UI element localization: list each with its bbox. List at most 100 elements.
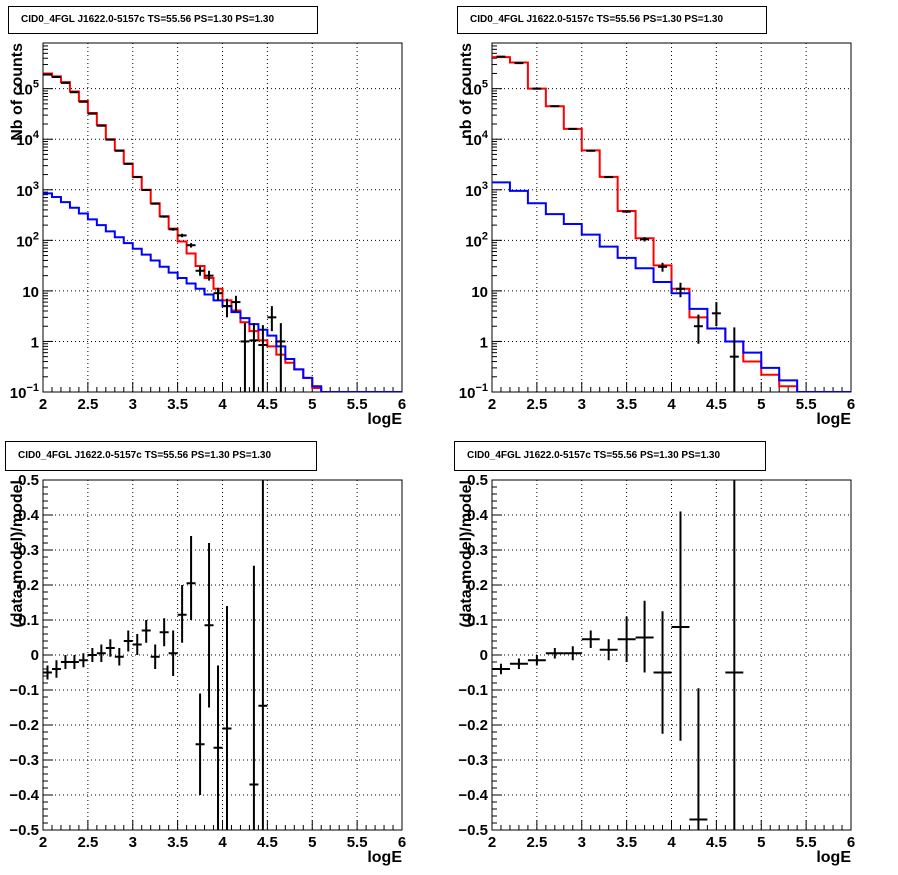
y-tick-label: 1 <box>480 334 488 351</box>
x-tick-label: 4 <box>667 396 676 413</box>
x-tick-label: 3.5 <box>616 834 637 851</box>
data-point <box>222 298 232 318</box>
data-point <box>195 266 205 276</box>
data-point <box>729 327 739 392</box>
data-point <box>725 480 744 830</box>
axes: 2 2.5 3 3.5 4 4.5 5 5.5 6 −0.5 −0.4 −0.3 −0.2 −0.1 0 0.… <box>9 472 406 851</box>
axes: 2 2.5 3 3.5 4 4.5 5 5.5 6 10−1 1 10 102 103 104 105 <box>459 42 855 413</box>
data-point <box>159 215 169 218</box>
chart-panel-bottom-right: 2 2.5 3 3.5 4 4.5 5 5.5 6 −0.5 −0.4 −0.3 −0.2 −0.1 0 0.… <box>449 437 898 875</box>
y-tick-label: 10 <box>471 284 488 301</box>
x-tick-label: 2.5 <box>526 834 547 851</box>
data-point <box>186 243 196 248</box>
y-tick-label: 0.5 <box>467 472 488 489</box>
y-tick-label: −0.1 <box>458 682 488 699</box>
y-tick-label: −0.5 <box>458 822 488 839</box>
chart-panel-bottom-left: 2 2.5 3 3.5 4 4.5 5 5.5 6 −0.5 −0.4 −0.3 −0.2 −0.1 0 0.… <box>0 437 449 875</box>
y-tick-label: −0.1 <box>9 682 39 699</box>
data-point <box>105 138 115 141</box>
y-tick-label: 10 <box>22 284 39 301</box>
data-layer <box>492 480 744 830</box>
data-point <box>276 323 286 392</box>
x-tick-label: 4 <box>667 834 676 851</box>
x-tick-label: 6 <box>847 396 855 413</box>
data-point <box>195 693 205 795</box>
data-point <box>711 302 721 327</box>
grid <box>491 479 852 831</box>
data-point <box>78 653 88 668</box>
chart-panel-top-right: 2 2.5 3 3.5 4 4.5 5 5.5 6 10−1 1 10 102 103 104 105 logE… <box>449 0 898 437</box>
blue-model-histogram <box>43 192 402 392</box>
x-tick-label: 3.5 <box>167 396 188 413</box>
y-tick-label: 0.4 <box>467 507 489 524</box>
data-point <box>258 325 268 392</box>
x-tick-label: 2.5 <box>77 834 98 851</box>
data-point <box>693 314 703 344</box>
y-axis-title: nb of counts <box>458 43 475 139</box>
x-tick-label: 3.5 <box>167 834 188 851</box>
y-axis-title: (data-model)/model <box>9 480 26 628</box>
chart-title-box: CID0_4FGL J1622.0-5157c TS=55.56 PS=1.30… <box>454 441 766 471</box>
data-point <box>581 630 600 648</box>
data-point <box>249 323 259 392</box>
data-point <box>640 237 650 242</box>
data-layer <box>43 72 402 392</box>
x-axis-title: logE <box>816 849 851 866</box>
x-tick-label: 6 <box>398 834 406 851</box>
axes: 2 2.5 3 3.5 4 4.5 5 5.5 6 10−1 1 10 102 103 104 105 <box>10 42 406 413</box>
grid <box>42 43 403 393</box>
y-tick-label: −0.2 <box>458 717 488 734</box>
data-point <box>527 655 546 666</box>
y-tick-label: −0.5 <box>9 822 39 839</box>
axes: 2 2.5 3 3.5 4 4.5 5 5.5 6 −0.5 −0.4 −0.3 −0.2 −0.1 0 0.… <box>458 472 855 851</box>
y-tick-label: 102 <box>465 230 488 250</box>
data-point <box>177 233 187 238</box>
y-tick-label: 0.1 <box>18 612 39 629</box>
y-tick-label: −0.2 <box>9 717 39 734</box>
y-tick-label: 10−1 <box>459 382 488 402</box>
data-point <box>69 91 79 94</box>
blue-model-histogram <box>492 181 851 392</box>
x-axis-title: logE <box>367 849 402 866</box>
chart-title: CID0_4FGL J1622.0-5157c TS=55.56 PS=1.30… <box>18 450 272 461</box>
data-point <box>43 665 52 680</box>
chart-title-box: CID0_4FGL J1622.0-5157c TS=55.56 PS=1.30… <box>457 6 767 34</box>
x-tick-label: 6 <box>847 834 855 851</box>
data-point <box>617 616 636 662</box>
data-point <box>586 149 596 152</box>
chart-title: CID0_4FGL J1622.0-5157c TS=55.56 PS=1.30… <box>467 450 721 461</box>
x-axis-title: logE <box>367 411 402 428</box>
data-point <box>258 480 268 830</box>
y-tick-label: 0 <box>31 647 39 664</box>
data-point <box>658 262 668 272</box>
data-point <box>96 644 106 662</box>
chart-svg: 2 2.5 3 3.5 4 4.5 5 5.5 6 −0.5 −0.4 −0.3 −0.2 −0.1 0 0.… <box>9 472 406 866</box>
data-point <box>563 646 582 661</box>
x-tick-label: 5 <box>308 834 316 851</box>
data-point <box>604 176 614 179</box>
x-tick-label: 3.5 <box>616 396 637 413</box>
data-point <box>213 287 223 301</box>
data-point <box>60 655 70 669</box>
y-tick-label: 0.1 <box>467 612 488 629</box>
x-tick-label: 5 <box>757 396 765 413</box>
data-point <box>132 634 142 655</box>
x-axis-title: logE <box>816 411 851 428</box>
y-tick-label: −0.3 <box>9 752 39 769</box>
y-tick-label: 0.4 <box>18 507 40 524</box>
x-tick-label: 2 <box>488 834 496 851</box>
x-tick-label: 3 <box>578 396 586 413</box>
data-point <box>222 606 232 830</box>
data-point <box>150 644 160 669</box>
y-tick-label: 0 <box>480 647 488 664</box>
x-tick-label: 4.5 <box>257 396 278 413</box>
data-point <box>267 306 277 332</box>
data-layer <box>492 55 851 392</box>
data-point <box>105 639 115 657</box>
data-point <box>492 663 510 675</box>
data-point <box>568 127 578 130</box>
red-model-histogram <box>43 72 402 392</box>
y-tick-label: 102 <box>16 230 39 250</box>
data-point <box>186 536 196 620</box>
y-tick-label: 0.2 <box>18 577 39 594</box>
